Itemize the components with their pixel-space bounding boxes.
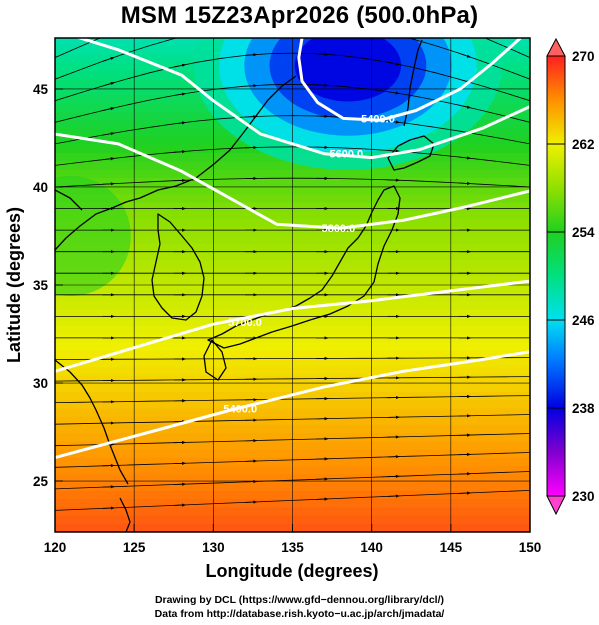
contour-label: 5700.0 — [228, 317, 262, 329]
contour-label: 5800.0 — [322, 223, 356, 235]
streamline-arrow — [387, 120, 400, 124]
height-contour — [75, 38, 530, 160]
y-tick-label: 35 — [33, 278, 49, 293]
streamline-arrow — [102, 82, 115, 87]
streamline-arrow — [173, 121, 187, 125]
coastline-sakhalin — [403, 39, 423, 127]
colorbar-tick-label: 238 — [572, 401, 595, 416]
map-grid — [55, 38, 530, 532]
streamline-arrow — [102, 132, 115, 136]
credit-data: Data from http://database.rish.kyoto−u.a… — [154, 608, 445, 620]
streamline-arrow — [458, 156, 472, 160]
colorbar-tick-label: 254 — [572, 225, 595, 240]
streamline-arrow — [388, 33, 400, 36]
streamline-arrow — [102, 107, 115, 111]
coastline-asia-mainland — [55, 75, 297, 485]
height-contour — [55, 279, 530, 373]
streamline-arrow — [244, 115, 258, 119]
height-contour — [55, 132, 530, 230]
streamline-arrow — [387, 91, 400, 95]
colorbar-extend-max — [546, 37, 566, 57]
streamline-arrow — [102, 56, 115, 62]
streamline-arrow — [102, 182, 115, 186]
chart-title: MSM 15Z23Apr2026 (500.0hPa) — [120, 2, 479, 29]
colorbar-extend-min — [546, 495, 566, 516]
streamline-arrow — [316, 23, 328, 24]
streamline-arrow — [173, 150, 187, 154]
streamline-arrow — [387, 61, 400, 66]
streamline-arrow — [458, 104, 472, 109]
x-tick-label: 130 — [202, 540, 225, 555]
y-tick-label: 45 — [33, 82, 49, 97]
contour-label: 5600.0 — [330, 149, 364, 161]
streamline-arrow — [173, 63, 187, 68]
streamline-arrow — [174, 7, 186, 10]
coastline-japan-kyushu — [203, 339, 227, 381]
streamline-arrow — [244, 84, 258, 88]
streamline-arrow — [388, 3, 400, 6]
streamline-arrow — [458, 181, 472, 186]
colorbar-tick-label: 230 — [572, 489, 595, 504]
y-axis-label: Latitude (degrees) — [4, 207, 24, 363]
coastline-taiwan — [119, 497, 131, 532]
colorbar-body — [546, 55, 566, 497]
coastline-japan-hokkaido — [387, 135, 435, 171]
streamline-arrow — [458, 52, 472, 58]
streamline-arrow — [244, 53, 258, 57]
warm-tongue-shade — [55, 176, 131, 296]
colorbar-tick-label: 270 — [572, 49, 595, 64]
y-tick-label: 30 — [33, 376, 48, 391]
x-tick-label: 150 — [519, 540, 542, 555]
coastlines — [55, 39, 435, 532]
temperature-bands — [55, 38, 530, 532]
streamline-arrow — [316, 114, 329, 118]
contour-label: 5400.0 — [361, 113, 395, 125]
credit-drawing: Drawing by DCL (https://www.gfd−dennou.o… — [154, 594, 445, 606]
x-axis-label: Longitude (degrees) — [205, 561, 378, 581]
coastline-korea — [151, 213, 205, 321]
x-tick-label: 145 — [440, 540, 463, 555]
streamline-arrow — [102, 157, 115, 161]
y-tick-label: 25 — [33, 474, 49, 489]
y-axis-ticks: 25 30 35 40 45 — [33, 82, 63, 489]
streamline-arrow — [387, 149, 400, 153]
streamline-arrow — [173, 92, 187, 96]
streamline-arrow — [103, 32, 115, 37]
height-contour — [55, 350, 530, 459]
y-tick-label: 40 — [33, 180, 48, 195]
x-axis-ticks: 120 125 130 135 140 145 150 — [44, 524, 542, 555]
colorbar-tick-label: 246 — [572, 313, 595, 328]
height-contour — [297, 38, 522, 122]
x-tick-label: 120 — [44, 540, 67, 555]
streamline-arrow — [316, 83, 329, 87]
x-tick-label: 135 — [281, 540, 304, 555]
temperature-field — [55, 38, 530, 532]
height-contours: 5400.0 5700.0 5800.0 5600.0 5400.0 — [55, 38, 530, 459]
x-tick-label: 140 — [360, 540, 383, 555]
streamline-arrow — [316, 52, 329, 56]
streamline-arrow — [245, 24, 257, 25]
streamline-arrow — [459, 27, 471, 32]
x-tick-label: 125 — [123, 540, 146, 555]
contour-label: 5400.0 — [223, 404, 257, 416]
colorbar-ticks: 230 238 246 254 262 270 — [547, 49, 595, 504]
colorbar: 230 238 246 254 262 270 — [546, 37, 595, 516]
colorbar-tick-label: 262 — [572, 137, 595, 152]
